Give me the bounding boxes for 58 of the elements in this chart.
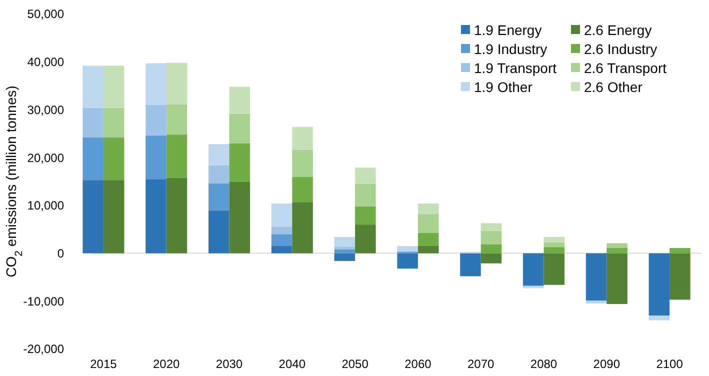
bar xyxy=(544,242,565,248)
legend-label: 2.6 Transport xyxy=(584,60,667,76)
bar xyxy=(480,230,502,244)
x-tick-label: 2015 xyxy=(90,357,118,371)
bar xyxy=(480,223,502,231)
bar xyxy=(271,226,292,234)
bar xyxy=(606,243,628,248)
x-tick-label: 2080 xyxy=(530,357,558,371)
x-tick-label: 2060 xyxy=(404,357,432,371)
y-tick-label: -20,000 xyxy=(23,342,64,356)
bar xyxy=(418,232,439,246)
bar xyxy=(355,206,376,225)
bar xyxy=(418,204,439,214)
bar xyxy=(271,246,292,254)
legend-label: 2.6 Other xyxy=(584,78,643,95)
bar xyxy=(648,316,670,320)
bar xyxy=(480,244,502,254)
bar xyxy=(418,214,439,233)
bar xyxy=(292,202,313,254)
bar xyxy=(544,237,565,242)
legend-label: 1.9 Other xyxy=(474,78,533,95)
bar xyxy=(334,249,356,254)
y-tick-label: -10,000 xyxy=(23,294,64,308)
legend-label: 2.6 Energy xyxy=(584,22,652,38)
bar xyxy=(586,300,607,304)
bar xyxy=(355,224,376,254)
x-tick-label: 2020 xyxy=(153,357,180,371)
x-tick-label: 2090 xyxy=(593,357,620,371)
bar xyxy=(670,248,690,254)
y-tick-label: 40,000 xyxy=(27,55,64,70)
x-tick-label: 2040 xyxy=(278,357,306,371)
bar xyxy=(292,176,313,202)
bar xyxy=(229,114,250,144)
x-tick-label: 2070 xyxy=(468,357,495,371)
bar xyxy=(544,247,565,254)
bar xyxy=(606,248,628,254)
bar xyxy=(355,184,376,206)
y-tick-label: 30,000 xyxy=(27,102,64,117)
bar xyxy=(334,246,356,250)
y-tick-label: 0 xyxy=(57,246,64,260)
bar xyxy=(271,234,292,246)
legend-label: 2.6 Industry xyxy=(584,40,658,57)
legend-label: 1.9 Industry xyxy=(474,40,548,57)
bar xyxy=(229,86,250,114)
bar xyxy=(292,126,313,150)
y-tick-label: 20,000 xyxy=(27,150,64,165)
y-tick-label: 10,000 xyxy=(27,198,64,213)
bar xyxy=(460,253,481,276)
bar xyxy=(355,168,376,184)
x-tick-label: 2100 xyxy=(656,357,684,371)
legend-label: 1.9 Energy xyxy=(474,22,542,38)
y-tick-label: 50,000 xyxy=(27,7,64,22)
x-tick-label: 2030 xyxy=(216,357,243,371)
bar xyxy=(292,150,313,177)
legend-label: 1.9 Transport xyxy=(474,60,557,76)
bar xyxy=(397,253,418,269)
x-tick-label: 2050 xyxy=(342,357,369,371)
bar xyxy=(334,253,356,261)
